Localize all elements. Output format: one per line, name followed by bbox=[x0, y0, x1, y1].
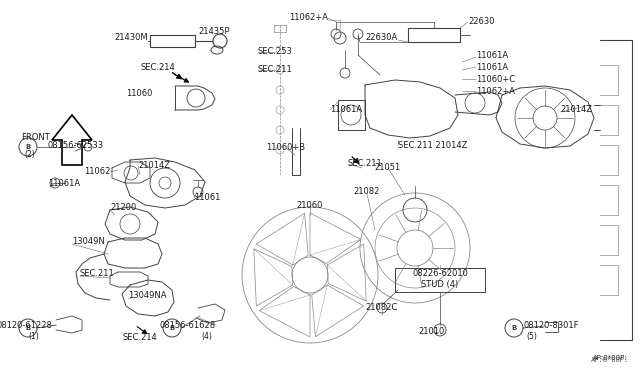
Text: 11060: 11060 bbox=[125, 89, 152, 97]
Text: 08226-62010: 08226-62010 bbox=[412, 269, 468, 279]
Text: 11061A: 11061A bbox=[330, 106, 362, 115]
Text: (2): (2) bbox=[24, 151, 35, 160]
Text: 08156-62533: 08156-62533 bbox=[48, 141, 104, 150]
Text: 21060: 21060 bbox=[297, 201, 323, 209]
Text: (5): (5) bbox=[527, 333, 538, 341]
Text: 11060+B: 11060+B bbox=[266, 144, 305, 153]
Text: SEC.211: SEC.211 bbox=[80, 269, 115, 279]
Text: 08120-8301F: 08120-8301F bbox=[524, 321, 579, 330]
Text: 11061A: 11061A bbox=[48, 179, 80, 187]
Text: 21010: 21010 bbox=[419, 327, 445, 337]
Text: 21435P: 21435P bbox=[198, 28, 230, 36]
Text: 13049N: 13049N bbox=[72, 237, 105, 247]
Text: 21014Z: 21014Z bbox=[560, 106, 592, 115]
Text: 21430M: 21430M bbox=[115, 33, 148, 42]
Text: B: B bbox=[170, 325, 175, 331]
Text: 11061A: 11061A bbox=[476, 51, 508, 60]
Text: 21051: 21051 bbox=[375, 164, 401, 173]
Text: 13049NA: 13049NA bbox=[128, 292, 166, 301]
Text: 22630: 22630 bbox=[468, 17, 495, 26]
Text: 11061A: 11061A bbox=[476, 62, 508, 71]
Text: 08156-61628: 08156-61628 bbox=[160, 321, 216, 330]
Text: SEC.214: SEC.214 bbox=[141, 64, 175, 73]
Text: (4): (4) bbox=[202, 333, 212, 341]
Text: (1): (1) bbox=[29, 333, 40, 341]
Text: SEC.211: SEC.211 bbox=[258, 65, 292, 74]
Text: SEC.214: SEC.214 bbox=[123, 334, 157, 343]
Text: AP:0*00P:: AP:0*00P: bbox=[591, 357, 629, 363]
Text: 11061: 11061 bbox=[194, 193, 220, 202]
Text: 22630A: 22630A bbox=[365, 33, 398, 42]
Text: B: B bbox=[26, 144, 31, 150]
Text: 11060+C: 11060+C bbox=[476, 74, 515, 83]
Text: 11062: 11062 bbox=[84, 167, 110, 176]
Text: 11062+A: 11062+A bbox=[476, 87, 515, 96]
Text: SEC.211: SEC.211 bbox=[348, 160, 383, 169]
Text: 21082: 21082 bbox=[354, 187, 380, 196]
Text: 21200: 21200 bbox=[110, 203, 136, 212]
Text: 21014Z: 21014Z bbox=[138, 160, 170, 170]
Text: STUD (4): STUD (4) bbox=[421, 279, 459, 289]
Text: FRONT: FRONT bbox=[22, 134, 51, 142]
Text: 21082C: 21082C bbox=[366, 304, 398, 312]
Text: B: B bbox=[26, 325, 31, 331]
Text: SEC.253: SEC.253 bbox=[258, 48, 293, 57]
Text: AP:0*00P:: AP:0*00P: bbox=[593, 355, 627, 361]
Text: B: B bbox=[511, 325, 516, 331]
Text: 11062+A: 11062+A bbox=[289, 13, 328, 22]
Text: SEC.211 21014Z: SEC.211 21014Z bbox=[398, 141, 467, 150]
Text: 08120-61228: 08120-61228 bbox=[0, 321, 52, 330]
